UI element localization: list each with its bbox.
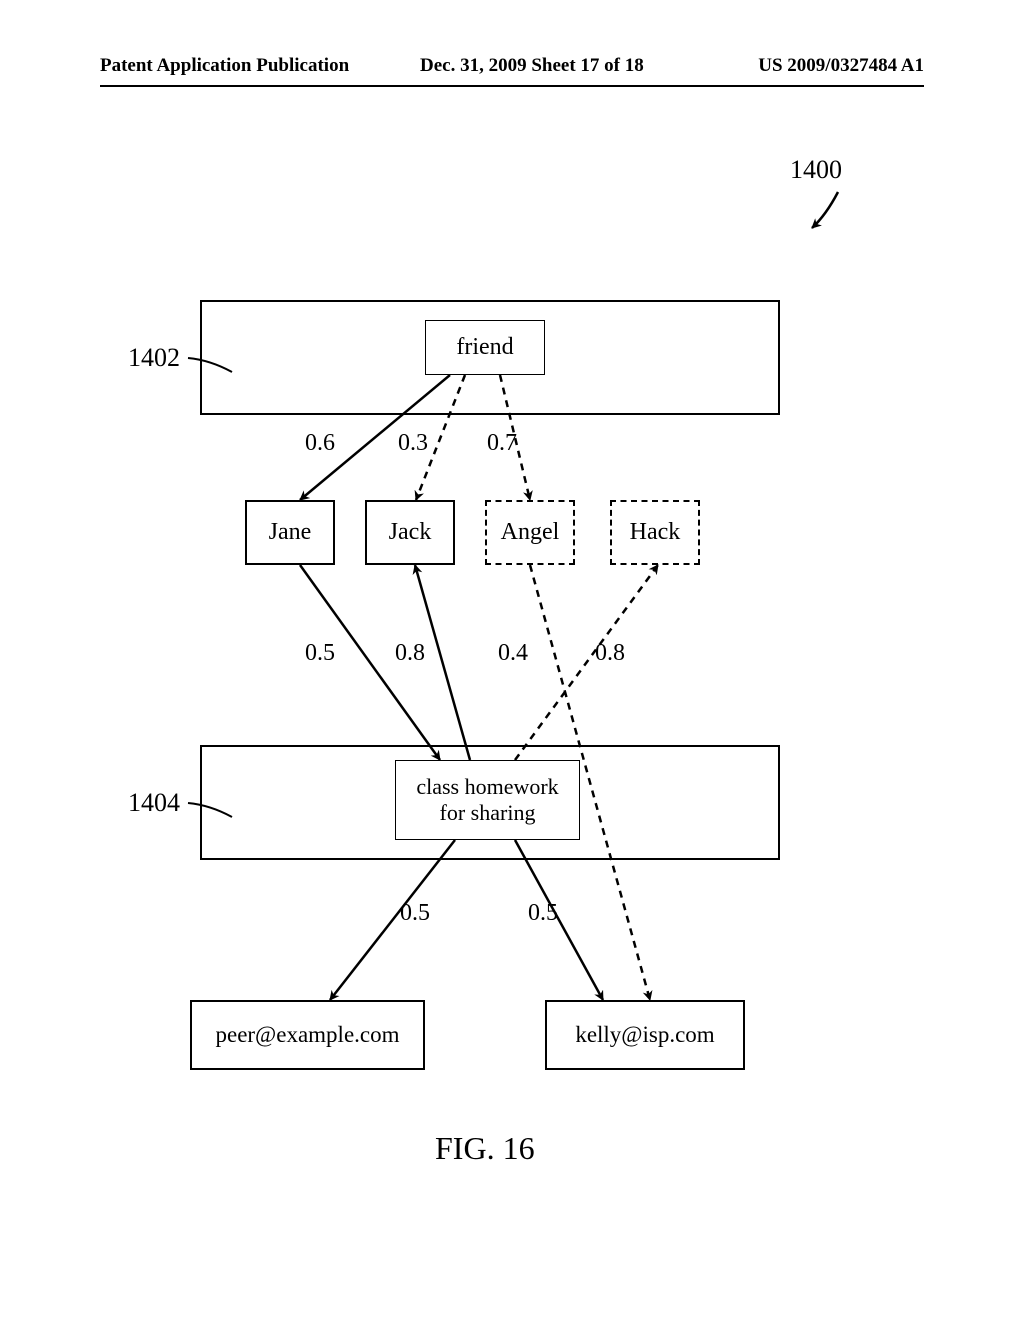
node-friend: friend bbox=[425, 320, 545, 375]
ref-1404: 1404 bbox=[128, 788, 180, 818]
edge-label-05b: 0.5 bbox=[400, 900, 430, 927]
node-hack: Hack bbox=[610, 500, 700, 565]
node-hack-label: Hack bbox=[630, 519, 681, 546]
node-friend-label: friend bbox=[456, 334, 513, 361]
node-angel: Angel bbox=[485, 500, 575, 565]
edge-label-03: 0.3 bbox=[398, 430, 428, 457]
node-jack: Jack bbox=[365, 500, 455, 565]
node-homework: class homework for sharing bbox=[395, 760, 580, 840]
header-rule bbox=[100, 85, 924, 87]
node-jack-label: Jack bbox=[389, 519, 432, 546]
header-right: US 2009/0327484 A1 bbox=[758, 55, 924, 77]
node-peer: peer@example.com bbox=[190, 1000, 425, 1070]
node-jane: Jane bbox=[245, 500, 335, 565]
node-jane-label: Jane bbox=[269, 519, 312, 546]
node-angel-label: Angel bbox=[501, 519, 560, 546]
node-peer-label: peer@example.com bbox=[215, 1022, 399, 1048]
node-kelly: kelly@isp.com bbox=[545, 1000, 745, 1070]
node-homework-line1: class homework bbox=[416, 774, 558, 800]
ref-1402: 1402 bbox=[128, 343, 180, 373]
header-left: Patent Application Publication bbox=[100, 55, 349, 77]
edge-label-08a: 0.8 bbox=[395, 640, 425, 667]
node-kelly-label: kelly@isp.com bbox=[575, 1022, 714, 1048]
edge-label-05c: 0.5 bbox=[528, 900, 558, 927]
patent-figure-page: Patent Application Publication Dec. 31, … bbox=[0, 0, 1024, 1320]
figure-caption: FIG. 16 bbox=[435, 1130, 535, 1167]
ref-1400: 1400 bbox=[790, 155, 842, 185]
node-homework-line2: for sharing bbox=[440, 800, 536, 826]
header-mid: Dec. 31, 2009 Sheet 17 of 18 bbox=[420, 55, 644, 77]
edge-label-07: 0.7 bbox=[487, 430, 517, 457]
edge-label-08b: 0.8 bbox=[595, 640, 625, 667]
edge-label-05a: 0.5 bbox=[305, 640, 335, 667]
edge-label-04: 0.4 bbox=[498, 640, 528, 667]
edge-label-06: 0.6 bbox=[305, 430, 335, 457]
